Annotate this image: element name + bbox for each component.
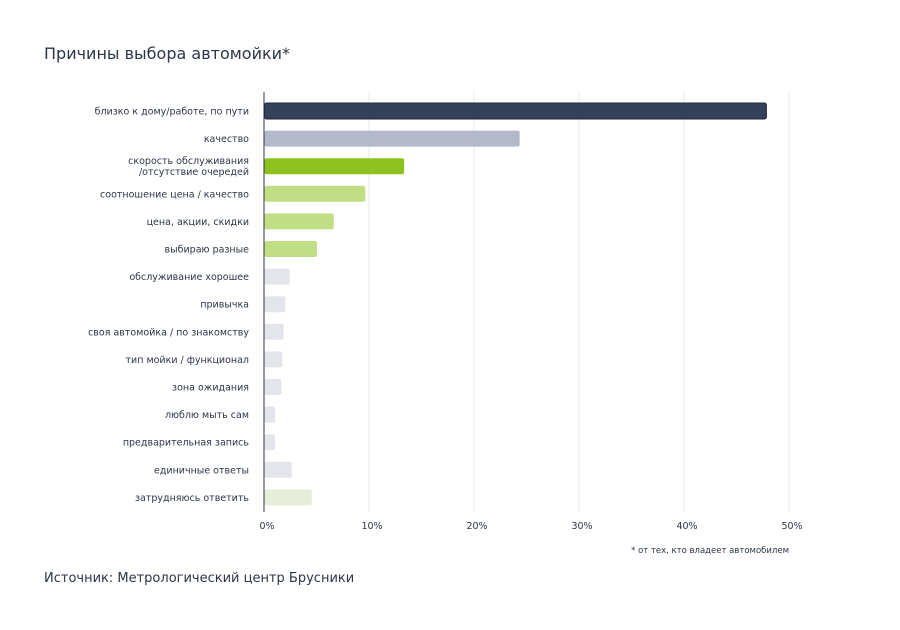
category-label: выбираю разные [165,245,250,256]
bar [264,130,520,147]
x-tick-label: 0% [259,521,274,532]
bars [264,102,767,506]
x-tick-label: 20% [466,521,487,532]
category-label: соотношение цена / качество [100,189,249,200]
category-label: предварительная запись [123,438,250,449]
x-tick-labels: 0% 10% 20% 30% 40% 50% [259,521,802,532]
x-tick-label: 30% [571,521,592,532]
bar [264,296,286,313]
category-labels: близко к дому/работе, по пути качество ско… [88,107,249,504]
x-tick-label: 40% [676,521,697,532]
bar [264,241,317,257]
category-label: привычка [200,300,249,311]
category-label: обслуживание хорошее [129,272,249,283]
x-tick-label: 10% [361,521,382,532]
category-label: близко к дому/работе, по пути [95,107,249,118]
category-label: качество [204,134,249,145]
category-label: своя автомойка / по знакомству [88,327,249,338]
source-note: Источник: Метрологический центр Брусники [44,571,355,586]
footnote: * от тех, кто владеет автомобилем [631,546,789,556]
bar [264,351,283,368]
bar [264,406,275,423]
bar [264,379,282,395]
bar [264,158,405,175]
chart-title: Причины выбора автомойки* [44,44,291,63]
category-label: цена, акции, скидки [147,217,249,228]
x-tick-label: 50% [781,521,802,532]
bar [264,102,767,120]
category-label: скорость обслуживания/отсутствие очереде… [128,156,249,178]
bar [264,323,284,340]
bar [264,213,334,230]
bar [264,185,366,202]
category-label: тип мойки / функционал [126,355,250,366]
bar [264,268,290,285]
category-label: единичные ответы [154,465,249,476]
bar [264,461,292,478]
category-label: люблю мыть сам [165,410,249,421]
category-label: затрудняюсь ответить [135,493,249,504]
gridlines [263,92,790,512]
category-label: зона ожидания [172,383,249,394]
bar [264,434,275,451]
bar [264,489,312,506]
